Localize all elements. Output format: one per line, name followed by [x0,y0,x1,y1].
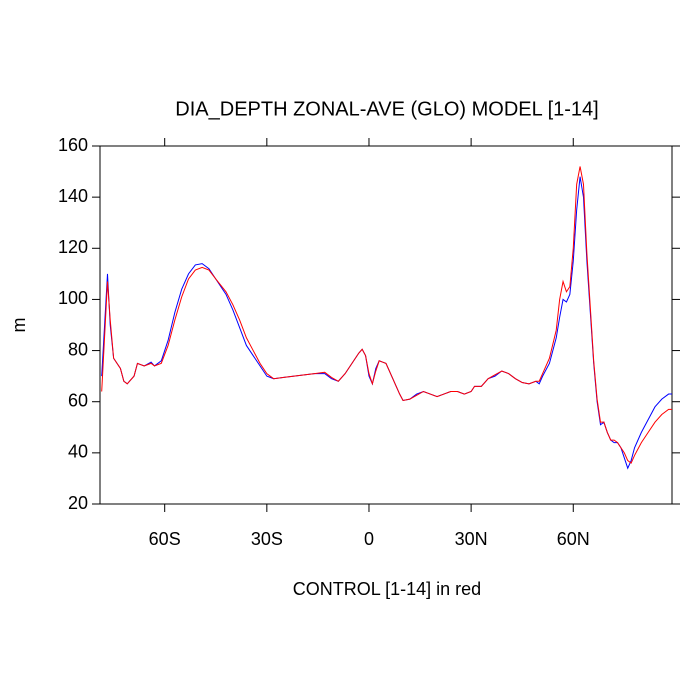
y-tick-label: 20 [68,493,88,513]
y-tick-label: 60 [68,390,88,410]
x-tick-label: 30S [251,529,283,549]
plot-frame [99,145,673,505]
y-tick-label: 100 [58,288,88,308]
data-line [101,166,672,464]
x-tick-label: 60N [557,529,590,549]
x-tick-label: 60S [149,529,181,549]
y-tick-label: 160 [58,135,88,155]
y-axis-label: m [9,318,29,333]
y-tick-label: 80 [68,339,88,359]
x-tick-label: 0 [364,529,374,549]
y-tick-label: 120 [58,237,88,257]
chart-title: DIA_DEPTH ZONAL-AVE (GLO) MODEL [1-14] [175,98,598,120]
y-tick-label: 40 [68,442,88,462]
data-line [101,176,672,470]
x-axis-label: CONTROL [1-14] in red [293,579,481,599]
x-tick-label: 30N [455,529,488,549]
y-tick-label: 140 [58,186,88,206]
